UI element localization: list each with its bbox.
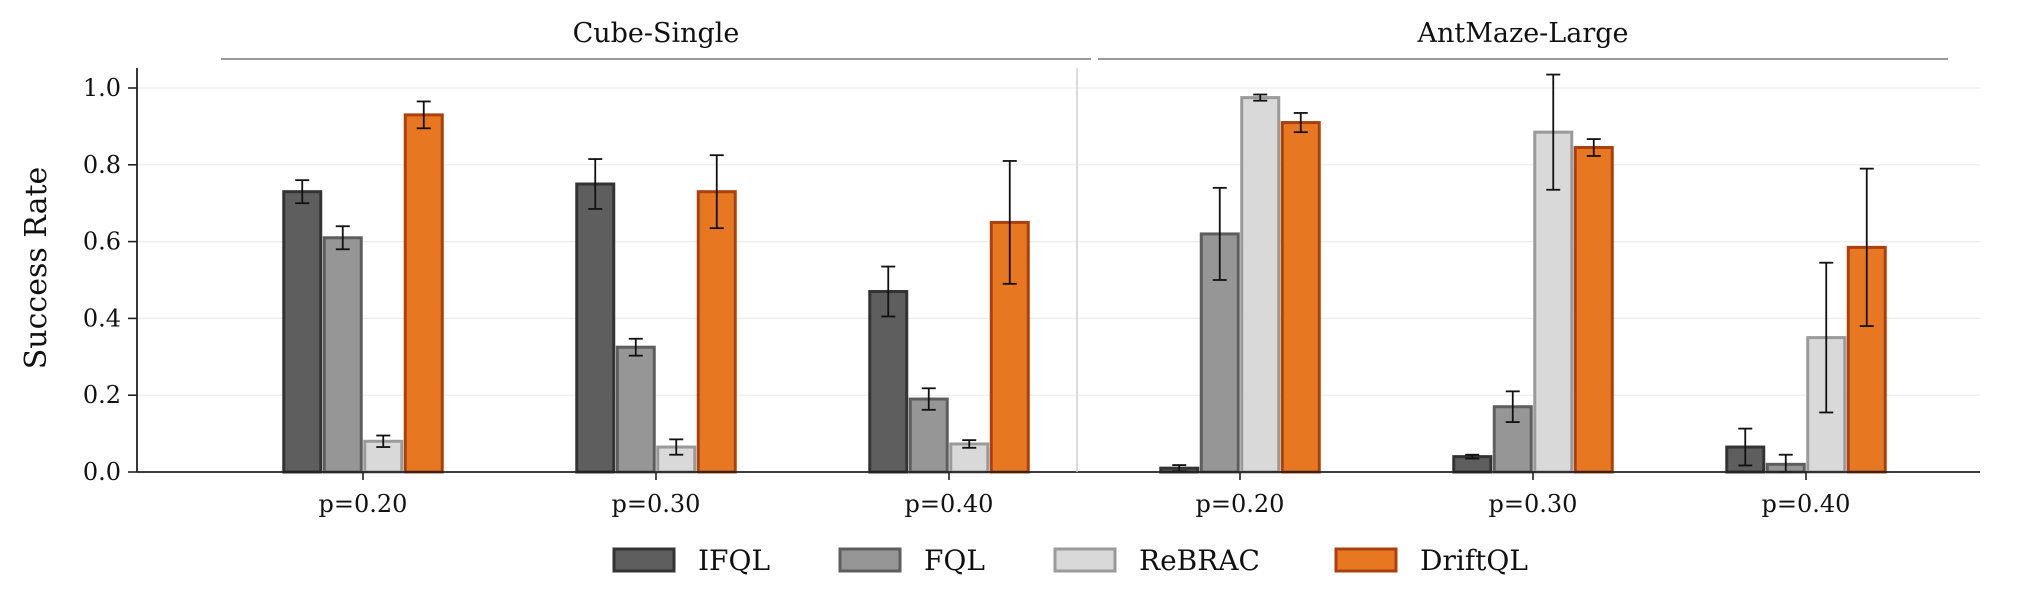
legend-label-rebrac: ReBRAC (1139, 544, 1260, 577)
x-tick-labels: p=0.20 p=0.30 p=0.40 p=0.20 p=0.30 p=0.40 (319, 490, 1851, 518)
x-tick-label: p=0.20 (1196, 490, 1285, 518)
x-tick-label: p=0.20 (319, 490, 408, 518)
y-tick-label: 1.0 (83, 74, 121, 102)
bar-ifql (868, 290, 909, 474)
panel-title: Cube-Single (573, 18, 740, 49)
bar-driftql (1573, 146, 1614, 474)
x-tick-label: p=0.40 (905, 490, 994, 518)
bars (282, 96, 1887, 474)
legend-swatch-rebrac (1053, 547, 1117, 573)
bar-ifql (575, 182, 616, 474)
bar-ifql (282, 190, 323, 474)
legend-swatch-fql (838, 547, 902, 573)
bar-driftql (696, 190, 737, 474)
legend-label-driftql: DriftQL (1420, 544, 1528, 577)
y-tick-label: 0.6 (83, 228, 121, 256)
bar-fql (908, 397, 949, 474)
axes (128, 68, 1980, 480)
legend: IFQL FQL ReBRAC DriftQL (612, 544, 1528, 577)
y-tick-label: 0.8 (83, 151, 121, 179)
panel-titles: Cube-Single AntMaze-Large (221, 18, 1948, 60)
y-axis-label: Success Rate (19, 167, 54, 370)
legend-label-ifql: IFQL (698, 544, 770, 577)
bar-fql (322, 236, 363, 474)
bar-driftql (403, 113, 444, 474)
y-tick-label: 0.0 (83, 458, 121, 486)
x-tick-label: p=0.30 (1489, 490, 1578, 518)
y-tick-label: 0.4 (83, 304, 121, 332)
legend-swatch-ifql (612, 547, 676, 573)
y-tick-labels: 0.0 0.2 0.4 0.6 0.8 1.0 (83, 74, 121, 486)
x-tick-label: p=0.30 (612, 490, 701, 518)
x-tick-label: p=0.40 (1762, 490, 1851, 518)
error-bars (295, 73, 1874, 473)
y-tick-label: 0.2 (83, 381, 121, 409)
bar-driftql (1280, 121, 1321, 474)
legend-label-fql: FQL (924, 544, 985, 577)
panel-title: AntMaze-Large (1416, 18, 1628, 49)
bar-fql (615, 345, 656, 474)
bar-rebrac (1240, 96, 1281, 474)
legend-swatch-driftql (1334, 547, 1398, 573)
